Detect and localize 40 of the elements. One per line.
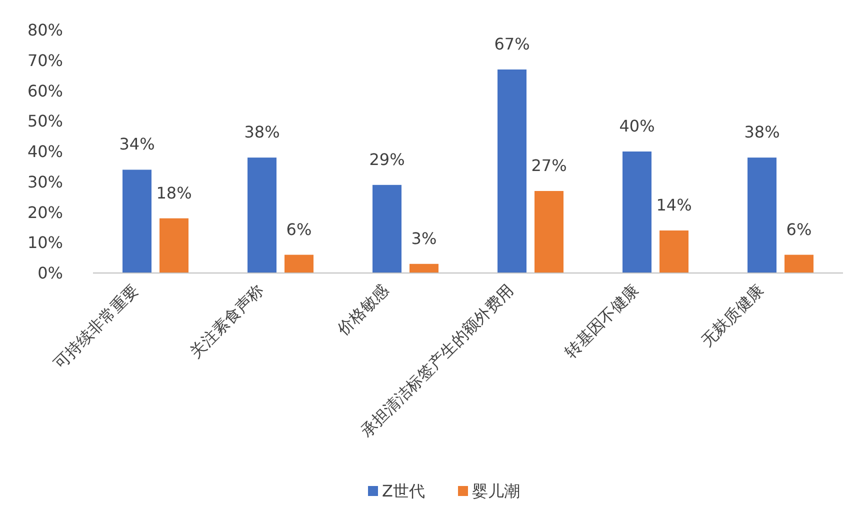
legend-label: Z世代: [382, 482, 425, 501]
bar: [748, 158, 776, 273]
bar: [122, 170, 152, 273]
bar: [660, 230, 688, 273]
bar: [498, 69, 526, 273]
y-tick-label: 10%: [27, 233, 63, 252]
y-tick-label: 70%: [27, 50, 63, 70]
data-label: 29%: [369, 150, 405, 169]
data-label: 40%: [619, 116, 655, 136]
y-tick-label: 40%: [27, 142, 63, 162]
data-label: 3%: [411, 228, 437, 248]
bar: [410, 264, 438, 273]
y-tick-label: 80%: [27, 20, 63, 40]
data-label: 18%: [156, 183, 192, 202]
data-label: 67%: [494, 34, 530, 54]
x-tick-label: 可持续非常重要: [50, 280, 142, 373]
data-label: 6%: [786, 220, 812, 239]
bar: [622, 152, 652, 273]
bar: [784, 254, 814, 273]
y-tick-label: 50%: [27, 112, 63, 131]
bar: [160, 218, 188, 273]
data-label: 6%: [286, 220, 312, 239]
y-tick-label: 30%: [27, 172, 63, 192]
data-label: 38%: [244, 122, 280, 142]
bar: [284, 254, 314, 273]
data-label: 34%: [119, 134, 155, 154]
y-tick-label: 0%: [38, 264, 63, 283]
data-label: 14%: [656, 195, 692, 214]
legend-label: 婴儿潮: [472, 482, 520, 501]
data-label: 38%: [744, 122, 780, 142]
data-label: 27%: [531, 156, 567, 175]
bar: [534, 190, 564, 273]
x-tick-label: 关注素食声称: [186, 280, 268, 362]
bar: [372, 184, 402, 273]
bar: [248, 158, 276, 273]
x-tick-label: 无麸质健康: [697, 280, 768, 350]
x-tick-label: 转基因不健康: [560, 280, 642, 362]
y-tick-label: 20%: [27, 202, 63, 222]
x-tick-label: 价格敏感: [332, 280, 392, 340]
y-tick-label: 60%: [27, 81, 63, 100]
